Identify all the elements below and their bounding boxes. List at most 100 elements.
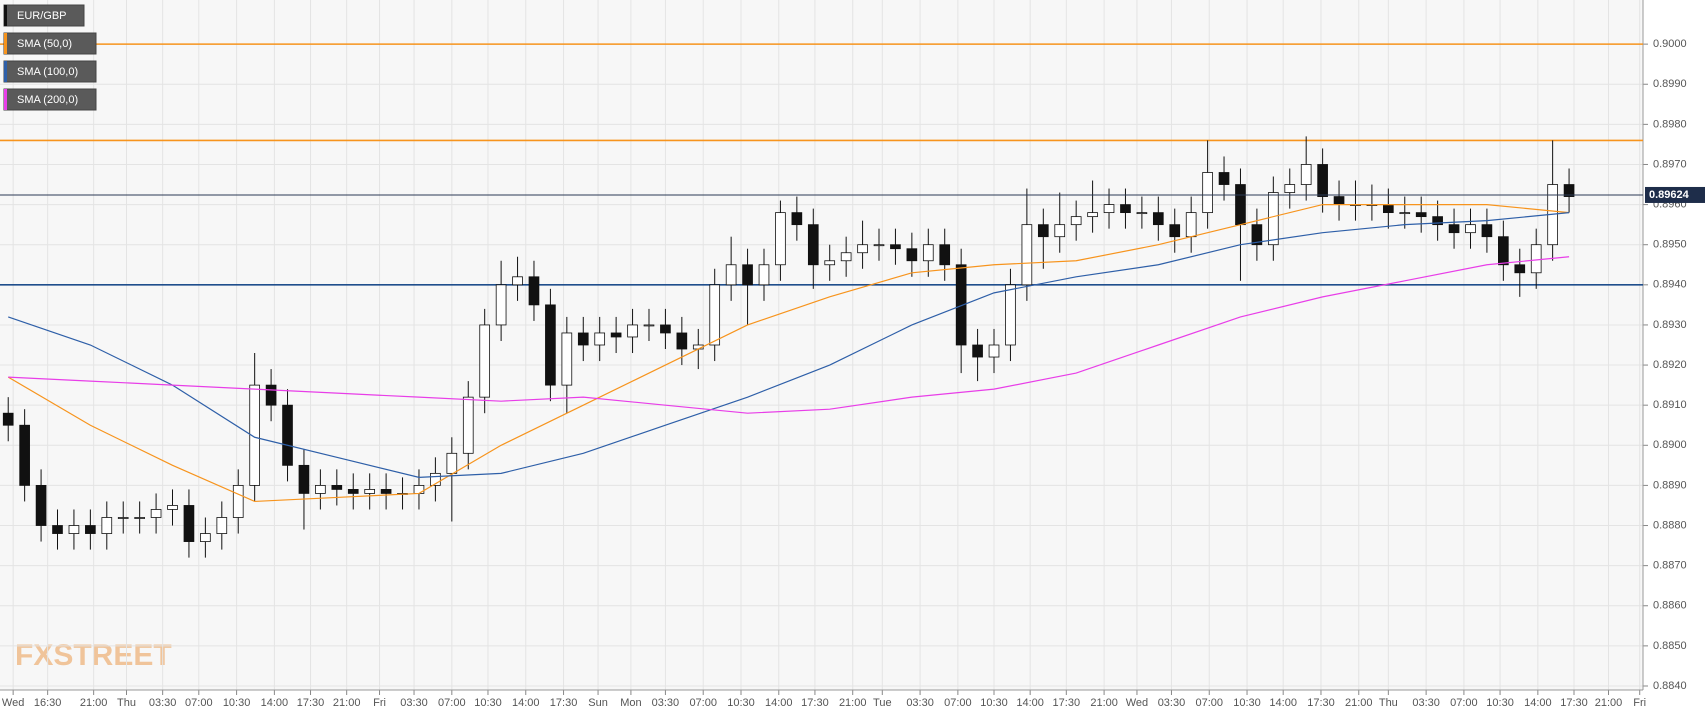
x-tick-label: 17:30 bbox=[801, 697, 829, 709]
candle-body bbox=[495, 284, 507, 326]
candle-body bbox=[1218, 172, 1230, 185]
candle-body bbox=[1514, 264, 1526, 274]
x-tick-label: Mon bbox=[620, 697, 641, 709]
x-tick-label: 14:00 bbox=[765, 697, 793, 709]
candle-body bbox=[117, 517, 129, 519]
x-tick-label: 16:30 bbox=[34, 697, 62, 709]
candle-body bbox=[1415, 212, 1427, 218]
y-tick-label: 0.8870 bbox=[1653, 560, 1687, 572]
candle-body bbox=[479, 324, 491, 398]
x-tick-label: 17:30 bbox=[297, 697, 325, 709]
candle-body bbox=[265, 384, 277, 406]
y-tick-label: 0.8890 bbox=[1653, 479, 1687, 491]
x-tick-label: 07:00 bbox=[1195, 697, 1223, 709]
candle-body bbox=[364, 489, 376, 494]
candle-body bbox=[298, 464, 310, 494]
candle-body bbox=[200, 533, 211, 542]
x-tick-label: 17:30 bbox=[1307, 697, 1335, 709]
candle-body bbox=[528, 276, 540, 306]
candle-body bbox=[1432, 216, 1443, 226]
x-tick-label: 10:30 bbox=[727, 697, 755, 709]
x-tick-label: Sun bbox=[588, 697, 608, 709]
y-tick-label: 0.8860 bbox=[1653, 600, 1687, 612]
legend-label: SMA (200,0) bbox=[17, 94, 78, 106]
candle-body bbox=[1136, 212, 1148, 215]
candle-body bbox=[134, 517, 145, 519]
candle-body bbox=[512, 276, 523, 286]
candle-body bbox=[939, 244, 951, 266]
candle-body bbox=[922, 244, 934, 262]
x-tick-label: 17:30 bbox=[1053, 697, 1081, 709]
y-tick-label: 0.8970 bbox=[1653, 158, 1687, 170]
legend-item: SMA (100,0) bbox=[3, 60, 97, 83]
x-tick-label: Fri bbox=[1633, 697, 1646, 709]
candle-body bbox=[1267, 192, 1279, 246]
x-tick-label: 03:30 bbox=[400, 697, 428, 709]
x-tick-label: 07:00 bbox=[689, 697, 717, 709]
x-tick-label: 14:00 bbox=[1524, 697, 1552, 709]
candle-body bbox=[758, 264, 770, 286]
candle-body bbox=[183, 505, 195, 542]
legend-label: EUR/GBP bbox=[17, 10, 67, 22]
candle-body bbox=[167, 505, 178, 510]
candle-body bbox=[807, 224, 819, 266]
sma-line bbox=[8, 256, 1570, 414]
candle-body bbox=[1103, 204, 1115, 214]
candle-body bbox=[594, 332, 606, 346]
candle-body bbox=[643, 324, 655, 327]
x-tick-label: Thu bbox=[1379, 697, 1398, 709]
candle-body bbox=[857, 244, 868, 254]
plot-area bbox=[0, 0, 1643, 690]
x-tick-label: 03:30 bbox=[652, 697, 680, 709]
candle-body bbox=[1120, 204, 1131, 214]
x-tick-label: 10:30 bbox=[1233, 697, 1261, 709]
y-tick-label: 0.8920 bbox=[1653, 359, 1687, 371]
candle-body bbox=[1005, 284, 1016, 346]
candle-body bbox=[1185, 212, 1197, 238]
sma-line bbox=[7, 203, 1570, 503]
candle-body bbox=[1235, 184, 1246, 226]
candle-body bbox=[873, 244, 885, 247]
x-tick-label: Wed bbox=[2, 697, 24, 709]
last-price-label: 0.89624 bbox=[1649, 189, 1690, 201]
candle-body bbox=[1383, 204, 1394, 214]
candle-body bbox=[1448, 224, 1460, 234]
x-tick-label: 21:00 bbox=[839, 697, 867, 709]
candle-body bbox=[1169, 224, 1181, 238]
candle-body bbox=[610, 332, 622, 338]
candle-body bbox=[1530, 244, 1542, 274]
x-tick-label: 17:30 bbox=[1560, 697, 1588, 709]
x-tick-label: Wed bbox=[1126, 697, 1148, 709]
legend-item: SMA (50,0) bbox=[3, 32, 97, 55]
x-tick-label: 21:00 bbox=[333, 697, 361, 709]
legend-swatch bbox=[4, 33, 7, 54]
legend-swatch bbox=[4, 61, 7, 82]
x-tick-label: 07:00 bbox=[185, 697, 213, 709]
candle-body bbox=[1300, 164, 1312, 185]
candle-body bbox=[627, 324, 638, 338]
candle-body bbox=[1284, 184, 1296, 193]
x-tick-label: 21:00 bbox=[1595, 697, 1623, 709]
x-tick-label: 17:30 bbox=[550, 697, 578, 709]
legend-item: SMA (200,0) bbox=[3, 88, 97, 111]
candle-body bbox=[1021, 224, 1033, 286]
candle-body bbox=[315, 485, 326, 494]
x-tick-label: 10:30 bbox=[474, 697, 502, 709]
y-tick-label: 0.9000 bbox=[1653, 38, 1687, 50]
x-tick-label: Thu bbox=[117, 697, 136, 709]
y-tick-label: 0.8850 bbox=[1653, 640, 1687, 652]
y-tick-label: 0.8910 bbox=[1653, 399, 1687, 411]
x-tick-label: 21:00 bbox=[1090, 697, 1118, 709]
x-tick-label: 07:00 bbox=[944, 697, 972, 709]
candle-body bbox=[725, 264, 737, 286]
x-tick-label: 10:30 bbox=[1486, 697, 1514, 709]
candle-body bbox=[1251, 224, 1263, 246]
candle-body bbox=[446, 452, 458, 474]
candle-body bbox=[955, 264, 967, 346]
candle-body bbox=[545, 304, 556, 386]
candle-body bbox=[775, 212, 786, 266]
candle-body bbox=[462, 396, 474, 454]
x-tick-label: 21:00 bbox=[80, 697, 108, 709]
candle-body bbox=[1037, 224, 1049, 238]
